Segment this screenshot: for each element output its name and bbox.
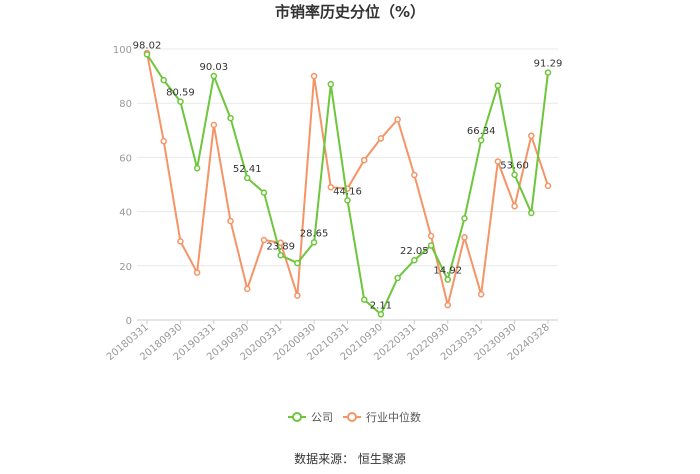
data-point [244, 285, 251, 293]
data-point [477, 136, 485, 144]
data-label: 23.89 [266, 241, 295, 252]
data-point [377, 311, 385, 318]
data-point [160, 76, 167, 84]
data-point [427, 232, 435, 240]
data-point [177, 98, 184, 105]
data-point [327, 80, 335, 88]
data-point [193, 164, 201, 172]
data-point [294, 259, 301, 267]
y-tick-label: 40 [119, 208, 132, 219]
data-point [260, 236, 268, 244]
data-point [310, 239, 318, 246]
data-point [444, 301, 451, 309]
data-label: 2.11 [370, 300, 392, 311]
y-tick-label: 60 [119, 153, 132, 164]
data-point [494, 158, 502, 165]
data-point [143, 51, 151, 58]
legend-item-0[interactable]: 公司 [288, 411, 333, 424]
data-point [210, 72, 218, 80]
data-point [244, 174, 251, 182]
data-point [528, 132, 535, 139]
data-point [344, 197, 351, 204]
data-point [544, 182, 552, 190]
data-point [461, 234, 468, 241]
y-tick-label: 80 [119, 99, 132, 110]
data-point [394, 274, 401, 282]
data-point [394, 116, 401, 123]
data-label: 53.60 [500, 161, 529, 172]
data-label: 14.92 [433, 266, 462, 277]
data-label: 80.59 [166, 88, 195, 99]
data-label: 44.16 [333, 186, 362, 197]
legend-label: 行业中位数 [366, 410, 421, 424]
series-layer [143, 49, 552, 318]
legend[interactable]: 公司 行业中位数 [288, 410, 421, 424]
data-label: 98.02 [133, 40, 162, 51]
data-point [360, 156, 368, 164]
data-point [511, 202, 518, 210]
y-tick-label: 100 [113, 45, 132, 56]
source-note: 数据来源： 恒生聚源 [294, 451, 406, 466]
y-tick-label: 20 [119, 262, 132, 273]
data-point [444, 276, 451, 283]
data-label: 91.29 [534, 59, 563, 70]
data-point [227, 217, 234, 225]
data-point [193, 269, 201, 276]
data-point [494, 82, 502, 89]
data-point [160, 137, 167, 145]
data-point [327, 183, 335, 191]
data-point [511, 171, 518, 178]
data-label: 66.34 [467, 126, 496, 137]
data-point [377, 135, 385, 142]
grid: 0 20 40 60 80 100 [113, 45, 558, 327]
chart-title: 市销率历史分位（%） [275, 3, 425, 21]
legend-marker [292, 412, 302, 422]
legend-marker [347, 412, 357, 422]
data-point [310, 72, 318, 80]
data-point [411, 256, 418, 264]
data-point [427, 242, 435, 249]
axes: 2018033120180930201903312019093020200331… [105, 319, 558, 363]
data-point [477, 291, 485, 298]
data-labels: 98.02 80.59 90.03 52.41 23.89 28.65 44.16 2.11 2… [133, 40, 563, 311]
data-point [294, 292, 301, 299]
y-tick-label: 0 [126, 316, 132, 327]
data-label: 22.05 [400, 246, 429, 257]
data-point [461, 215, 468, 222]
data-label: 90.03 [200, 62, 229, 73]
data-point [260, 189, 268, 196]
series-line-1 [146, 52, 549, 306]
legend-item-1[interactable]: 行业中位数 [343, 410, 421, 424]
data-point [528, 209, 535, 217]
data-label: 52.41 [233, 164, 262, 175]
data-point [177, 238, 184, 245]
legend-label: 公司 [311, 411, 333, 424]
data-point [360, 296, 368, 303]
data-point [544, 69, 552, 76]
data-point [227, 114, 234, 122]
data-point [277, 252, 284, 259]
data-label: 28.65 [300, 228, 329, 239]
data-point [411, 171, 418, 179]
data-point [210, 121, 218, 129]
